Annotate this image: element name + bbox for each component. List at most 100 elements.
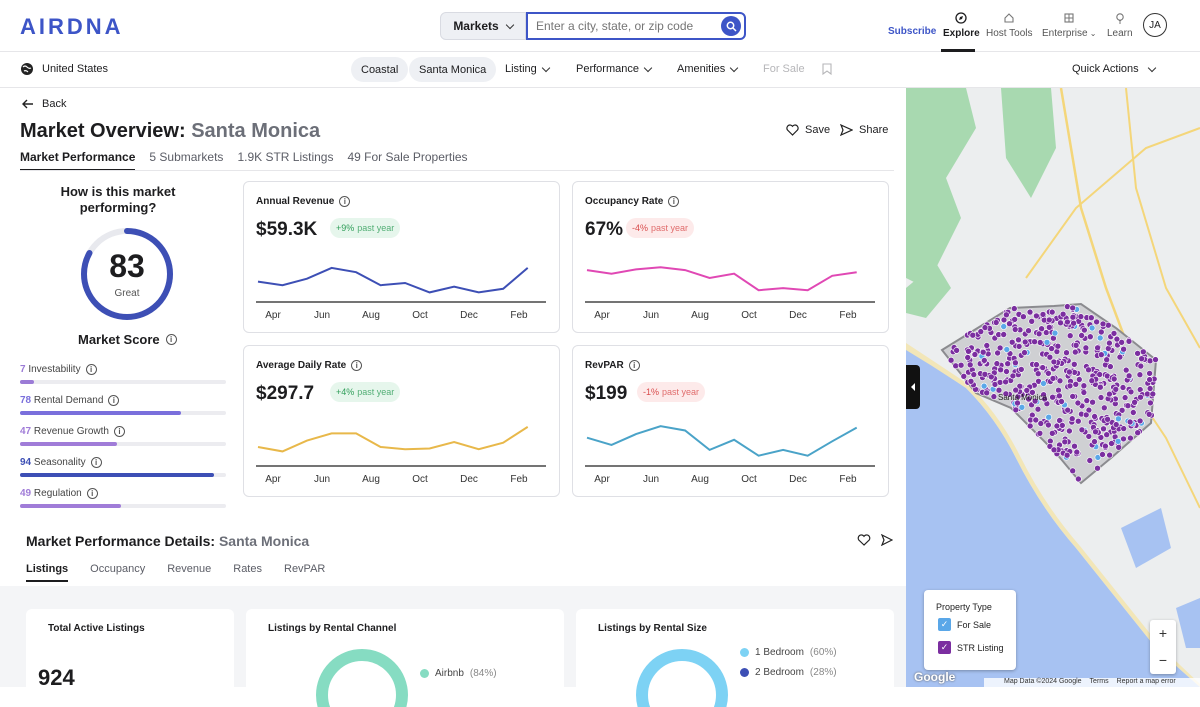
str-listing-marker[interactable] — [1058, 320, 1064, 326]
str-listing-marker[interactable] — [1081, 390, 1087, 396]
str-listing-marker[interactable] — [1097, 384, 1103, 390]
tab-listings[interactable]: Listings — [26, 563, 68, 582]
str-listing-marker[interactable] — [1059, 422, 1065, 428]
str-listing-marker[interactable] — [1049, 346, 1055, 352]
str-listing-marker[interactable] — [1016, 337, 1022, 343]
heart-icon[interactable] — [857, 534, 871, 546]
str-listing-marker[interactable] — [1037, 430, 1043, 436]
str-listing-marker[interactable] — [953, 363, 959, 369]
str-listing-marker[interactable] — [1057, 378, 1063, 384]
str-listing-marker[interactable] — [1138, 363, 1144, 369]
str-listing-marker[interactable] — [1104, 432, 1110, 438]
str-listing-marker[interactable] — [1075, 400, 1081, 406]
str-listing-marker[interactable] — [1093, 429, 1099, 435]
str-listing-marker[interactable] — [1094, 319, 1100, 325]
str-listing-marker[interactable] — [1045, 422, 1051, 428]
str-listing-marker[interactable] — [1147, 400, 1153, 406]
str-listing-marker[interactable] — [1100, 321, 1106, 327]
str-listing-marker[interactable] — [1070, 468, 1076, 474]
airdna-logo[interactable]: AIRDNA — [20, 14, 124, 40]
str-listing-marker[interactable] — [1066, 428, 1072, 434]
str-listing-marker[interactable] — [1132, 399, 1138, 405]
info-icon[interactable]: i — [108, 395, 119, 406]
str-listing-marker[interactable] — [1013, 407, 1019, 413]
str-listing-marker[interactable] — [1033, 417, 1039, 423]
str-listing-marker[interactable] — [1087, 458, 1093, 464]
str-listing-marker[interactable] — [1027, 423, 1033, 429]
str-listing-marker[interactable] — [1122, 395, 1128, 401]
str-listing-marker[interactable] — [1056, 387, 1062, 393]
for-sale-marker[interactable] — [1046, 414, 1052, 420]
str-listing-marker[interactable] — [1072, 349, 1078, 355]
str-listing-marker[interactable] — [1098, 352, 1104, 358]
str-listing-marker[interactable] — [1078, 314, 1084, 320]
str-listing-marker[interactable] — [1073, 381, 1079, 387]
str-listing-marker[interactable] — [1113, 386, 1119, 392]
str-listing-marker[interactable] — [1128, 389, 1134, 395]
str-listing-marker[interactable] — [1137, 372, 1143, 378]
str-listing-marker[interactable] — [1092, 414, 1098, 420]
str-listing-marker[interactable] — [1107, 364, 1113, 370]
str-listing-marker[interactable] — [1098, 395, 1104, 401]
str-listing-marker[interactable] — [1116, 444, 1122, 450]
str-listing-marker[interactable] — [1083, 412, 1089, 418]
str-listing-marker[interactable] — [1140, 349, 1146, 355]
tab-for-sale-properties[interactable]: 49 For Sale Properties — [347, 150, 467, 171]
str-listing-marker[interactable] — [1070, 305, 1076, 311]
for-sale-marker[interactable] — [1004, 347, 1010, 353]
str-listing-marker[interactable] — [1065, 407, 1071, 413]
for-sale-marker[interactable] — [1115, 438, 1121, 444]
str-listing-marker[interactable] — [1056, 393, 1062, 399]
str-listing-marker[interactable] — [1027, 309, 1033, 315]
str-listing-marker[interactable] — [1016, 343, 1022, 349]
str-listing-marker[interactable] — [1075, 418, 1081, 424]
str-listing-marker[interactable] — [1138, 394, 1144, 400]
str-listing-marker[interactable] — [1100, 452, 1106, 458]
for-sale-marker[interactable] — [981, 383, 987, 389]
search-input[interactable] — [528, 14, 708, 38]
str-listing-marker[interactable] — [1111, 330, 1117, 336]
checkbox-for-sale[interactable]: ✓ — [938, 618, 951, 631]
str-listing-marker[interactable] — [1064, 319, 1070, 325]
str-listing-marker[interactable] — [1137, 418, 1143, 424]
str-listing-marker[interactable] — [961, 373, 967, 379]
user-avatar[interactable]: JA — [1143, 13, 1167, 37]
tab-occupancy[interactable]: Occupancy — [90, 563, 145, 582]
info-icon[interactable]: i — [629, 360, 640, 371]
listing-dropdown[interactable]: Listing — [505, 63, 549, 75]
str-listing-marker[interactable] — [1050, 375, 1056, 381]
str-listing-marker[interactable] — [1071, 320, 1077, 326]
report-map-error-link[interactable]: Report a map error — [1117, 678, 1176, 687]
str-listing-marker[interactable] — [1106, 391, 1112, 397]
str-listing-marker[interactable] — [1084, 398, 1090, 404]
str-listing-marker[interactable] — [1121, 426, 1127, 432]
str-listing-marker[interactable] — [1114, 336, 1120, 342]
str-listing-marker[interactable] — [1144, 391, 1150, 397]
str-listing-marker[interactable] — [1106, 340, 1112, 346]
str-listing-marker[interactable] — [1007, 321, 1013, 327]
str-listing-marker[interactable] — [1051, 359, 1057, 365]
str-listing-marker[interactable] — [1088, 315, 1094, 321]
info-icon[interactable]: i — [86, 364, 97, 375]
str-listing-marker[interactable] — [1049, 309, 1055, 315]
str-listing-marker[interactable] — [1012, 360, 1018, 366]
nav-learn[interactable]: Learn — [1107, 12, 1133, 39]
str-listing-marker[interactable] — [1126, 373, 1132, 379]
str-listing-marker[interactable] — [965, 355, 971, 361]
str-listing-marker[interactable] — [1066, 369, 1072, 375]
back-link[interactable]: Back — [22, 98, 66, 110]
str-listing-marker[interactable] — [1070, 314, 1076, 320]
str-listing-marker[interactable] — [1032, 339, 1038, 345]
for-sale-marker[interactable] — [1097, 335, 1103, 341]
str-listing-marker[interactable] — [1011, 306, 1017, 312]
str-listing-marker[interactable] — [1081, 327, 1087, 333]
str-listing-marker[interactable] — [988, 374, 994, 380]
str-listing-marker[interactable] — [948, 357, 954, 363]
markets-dropdown[interactable]: Markets — [440, 12, 526, 40]
info-icon[interactable]: i — [668, 196, 679, 207]
str-listing-marker[interactable] — [1111, 376, 1117, 382]
str-listing-marker[interactable] — [1121, 436, 1127, 442]
str-listing-marker[interactable] — [1089, 378, 1095, 384]
nav-host-tools[interactable]: Host Tools — [986, 12, 1033, 39]
str-listing-marker[interactable] — [991, 394, 997, 400]
